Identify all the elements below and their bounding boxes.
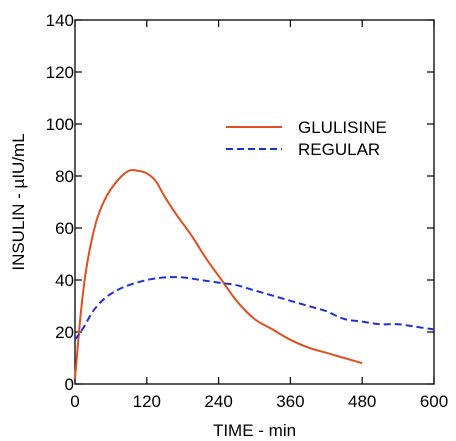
legend-label-glulisine: GLULISINE [298,118,387,137]
series-line-glulisine [74,168,363,379]
y-tick-label: 60 [55,219,74,238]
legend: GLULISINE REGULAR [226,118,387,159]
plot-frame [74,19,435,385]
x-tick-label: 480 [348,392,376,411]
x-tick-label: 120 [133,392,161,411]
series-layer [74,168,435,379]
legend-label-regular: REGULAR [298,140,380,159]
axes: 0 120 240 360 480 600 0 20 40 60 80 100 120 140 [46,11,449,411]
x-tick-label: 600 [420,392,448,411]
y-tick-label: 140 [46,11,74,30]
y-tick-label: 80 [55,167,74,186]
x-tick-label: 360 [276,392,304,411]
x-axis-title: TIME - min [213,421,296,440]
y-tick-label: 20 [55,323,74,342]
y-tick-label: 100 [46,115,74,134]
y-tick-label: 120 [46,63,74,82]
y-axis-title: INSULIN - µIU/mL [9,133,28,270]
x-tick-label: 240 [204,392,232,411]
y-tick-label: 0 [65,375,74,394]
y-tick-label: 40 [55,271,74,290]
x-tick-label: 0 [70,392,79,411]
series-line-regular [74,276,435,341]
